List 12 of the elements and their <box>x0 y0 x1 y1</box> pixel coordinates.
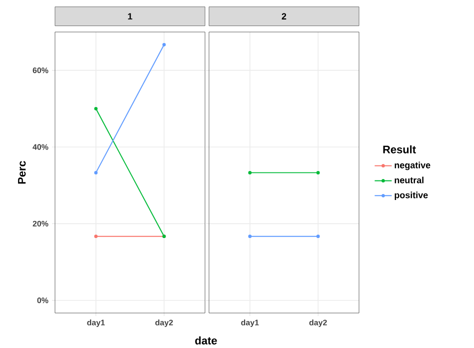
chart-title: 1 <box>128 13 132 20</box>
legend-label: negative <box>394 162 430 170</box>
y-axis-title: Perc <box>18 160 26 184</box>
point <box>94 106 98 110</box>
chart-title: 2 <box>282 13 286 20</box>
point <box>162 42 166 46</box>
point <box>94 170 98 174</box>
x-axis-title: date <box>195 336 217 344</box>
legend-title: Result <box>383 145 416 154</box>
legend-label: positive <box>394 192 428 200</box>
point <box>94 234 98 238</box>
legend-label: neutral <box>394 176 424 184</box>
